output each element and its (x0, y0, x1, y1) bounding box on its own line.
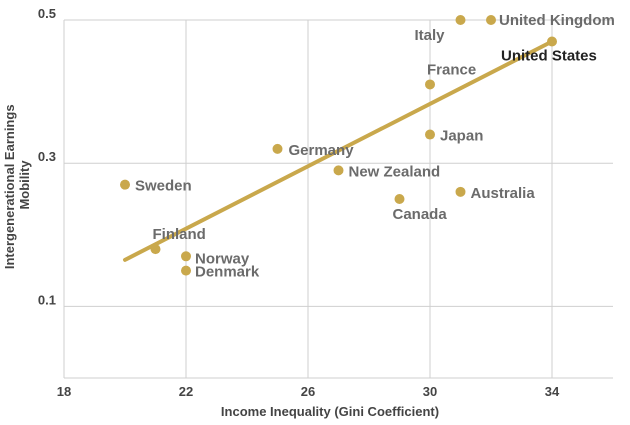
x-tick-26: 26 (301, 384, 315, 399)
point-new-zealand (333, 165, 344, 176)
x-tick-34: 34 (545, 384, 560, 399)
label-canada: Canada (393, 206, 448, 223)
point-australia (455, 186, 466, 197)
point-norway (181, 251, 191, 262)
label-sweden: Sweden (135, 178, 192, 195)
label-italy: Italy (414, 27, 445, 44)
point-united-kingdom (486, 15, 496, 25)
x-tick-18: 18 (57, 384, 71, 399)
point-japan (425, 129, 435, 140)
label-norway: Norway (195, 250, 250, 267)
point-finland (150, 244, 161, 255)
x-axis-title: Income Inequality (Gini Coefficient) (221, 404, 439, 419)
label-germany: Germany (289, 142, 355, 159)
point-united-states (547, 36, 557, 47)
point-labels: United Kingdom Italy United States France Ja… (135, 12, 615, 281)
x-tick-labels: 18 22 26 30 34 (57, 384, 560, 399)
label-new-zealand: New Zealand (349, 163, 441, 180)
y-tick-labels: 0.1 0.3 0.5 (38, 6, 56, 307)
label-united-states: United States (501, 47, 597, 64)
y-axis-title-line-2: Mobility (17, 160, 32, 210)
label-australia: Australia (471, 185, 536, 202)
grid-lines (63, 19, 613, 379)
x-tick-30: 30 (423, 384, 437, 399)
y-tick-0.1: 0.1 (38, 292, 56, 307)
y-axis-title: Intergenerational Earnings Mobility (2, 101, 32, 269)
label-japan: Japan (440, 128, 483, 145)
trendline (123, 39, 554, 262)
y-tick-0.5: 0.5 (38, 6, 56, 21)
point-italy (455, 15, 466, 25)
point-sweden (120, 179, 130, 190)
label-denmark: Denmark (195, 264, 260, 281)
point-denmark (181, 265, 191, 276)
label-united-kingdom: United Kingdom (499, 12, 615, 29)
point-canada (394, 194, 405, 204)
label-finland: Finland (153, 226, 206, 243)
data-points (120, 15, 557, 276)
point-france (425, 79, 435, 90)
x-tick-22: 22 (179, 384, 193, 399)
trendline-group (123, 39, 554, 262)
y-axis-title-line-1: Intergenerational Earnings (2, 104, 17, 269)
point-germany (272, 143, 283, 154)
y-tick-0.3: 0.3 (38, 149, 56, 164)
label-france: France (427, 61, 476, 78)
